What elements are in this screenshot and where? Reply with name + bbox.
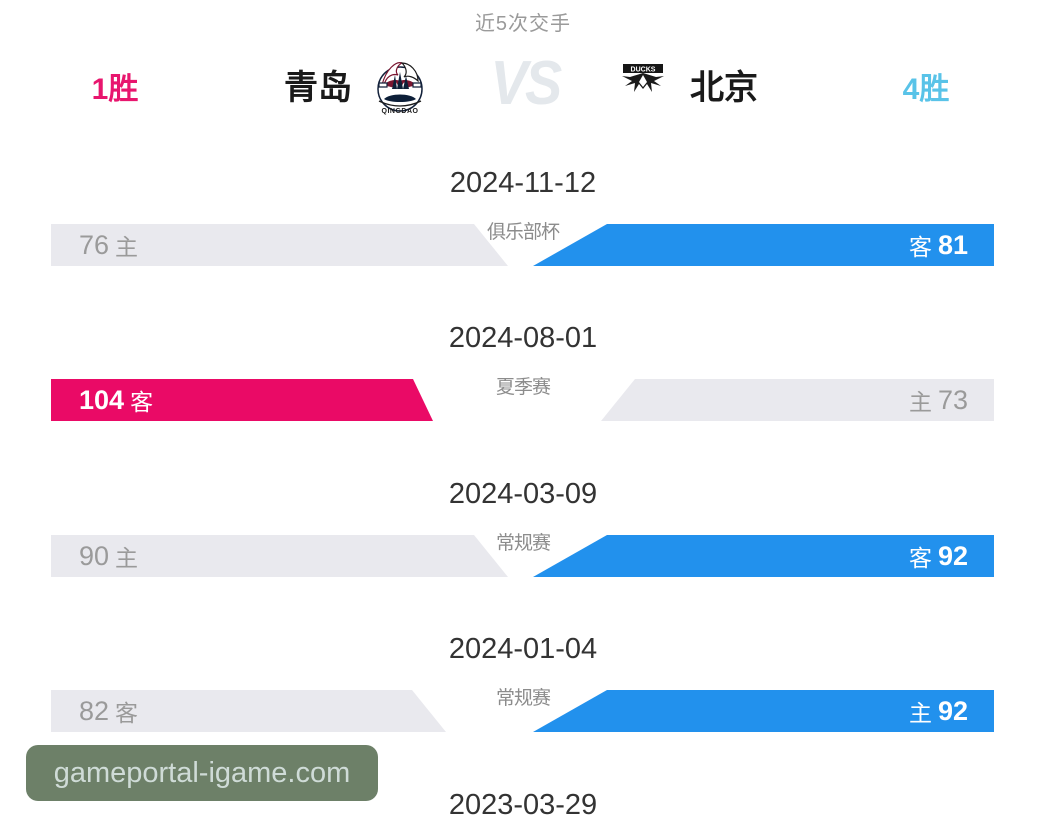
svg-text:DUCKS: DUCKS	[631, 67, 656, 74]
svg-text:QINGDAO: QINGDAO	[382, 108, 419, 115]
